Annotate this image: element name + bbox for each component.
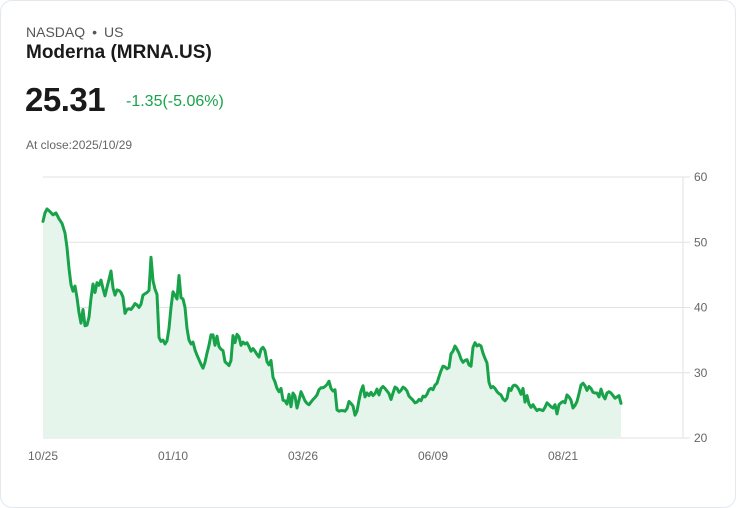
price-line xyxy=(41,207,623,417)
separator-dot: • xyxy=(92,24,98,40)
x-tick-label: 03/26 xyxy=(288,449,318,463)
exchange-label: NASDAQ • US xyxy=(26,24,123,40)
exchange-name: NASDAQ xyxy=(26,24,86,40)
close-date: At close:2025/10/29 xyxy=(26,138,133,152)
x-tick-label: 08/21 xyxy=(548,449,578,463)
y-tick-label: 30 xyxy=(694,366,708,380)
y-axis-labels: 60 50 40 30 20 xyxy=(694,170,708,445)
y-tick-label: 20 xyxy=(694,431,708,445)
y-tick-label: 40 xyxy=(694,301,708,315)
price-area-fill xyxy=(43,209,621,438)
stock-title: Moderna (MRNA.US) xyxy=(26,42,212,63)
x-tick-label: 06/09 xyxy=(418,449,448,463)
x-tick-label: 01/10 xyxy=(158,449,188,463)
y-tick-label: 60 xyxy=(694,170,708,184)
current-price: 25.31 xyxy=(25,81,106,118)
y-tick-label: 50 xyxy=(694,235,708,249)
x-tick-label: 10/25 xyxy=(28,449,58,463)
x-axis-labels: 10/25 01/10 03/26 06/09 08/21 xyxy=(28,449,578,463)
price-change: -1.35(-5.06%) xyxy=(126,93,224,110)
region-name: US xyxy=(104,24,124,40)
